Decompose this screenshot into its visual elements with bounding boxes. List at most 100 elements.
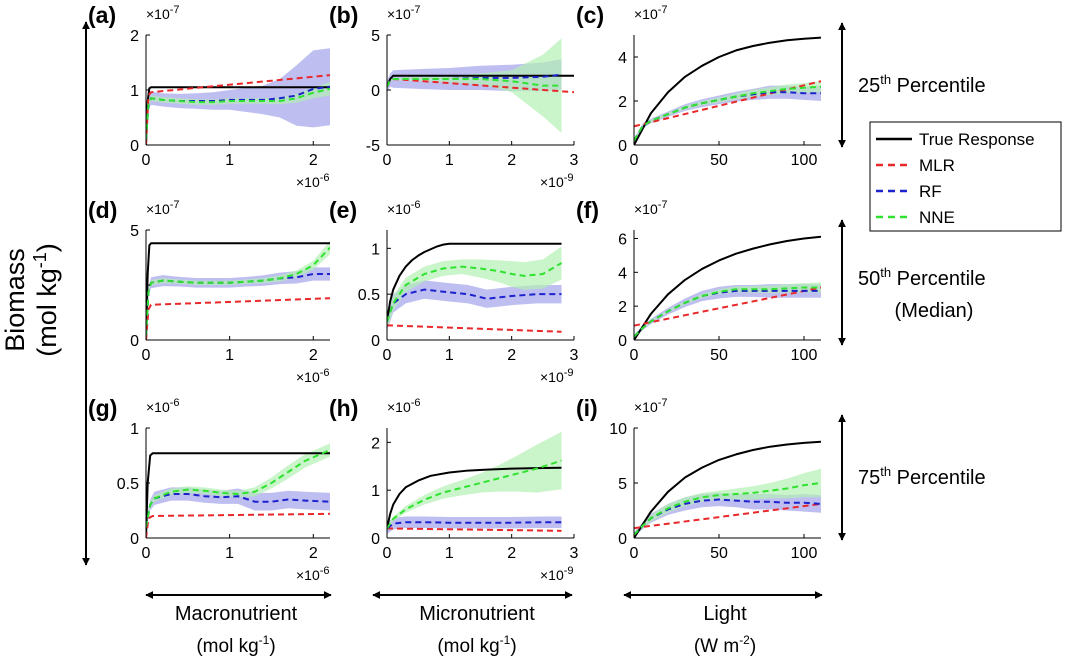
panel-label: (f) bbox=[576, 197, 599, 223]
panel-label: (h) bbox=[329, 395, 358, 421]
panel-label: (g) bbox=[88, 395, 117, 421]
panel-label: (c) bbox=[576, 2, 604, 28]
plot-area bbox=[387, 431, 562, 535]
x-tick-label: 2 bbox=[507, 152, 516, 169]
ylabel-unit: (mol kg-1) bbox=[30, 243, 62, 357]
x-tick-label: 1 bbox=[445, 152, 454, 169]
band-rf bbox=[146, 48, 330, 145]
band-rf bbox=[387, 516, 562, 535]
y-tick-label: 6 bbox=[618, 231, 627, 248]
panel-c: 0 2 4 0 50 100 ×10-7 (c) bbox=[576, 2, 821, 169]
row-labels: 25th Percentile 50th Percentile (Median)… bbox=[838, 22, 986, 541]
series-line-nne bbox=[146, 87, 330, 140]
column-labels: Macronutrient (mol kg-1) Micronutrient (… bbox=[145, 591, 823, 657]
x-tick-label: 0 bbox=[142, 152, 151, 169]
y-tick-label: 4 bbox=[618, 50, 627, 67]
row-label-50: 50th Percentile bbox=[858, 265, 986, 290]
legend-label-mlr: MLR bbox=[919, 156, 955, 175]
x-tick-label: 0 bbox=[630, 347, 639, 364]
col-unit-1: (mol kg-1) bbox=[196, 633, 275, 657]
x-tick-label: 1 bbox=[225, 545, 234, 562]
y-exponent: ×10-7 bbox=[634, 4, 668, 22]
panel-g: 0 0.5 1 0 1 2 ×10-6 ×10-6 (g) bbox=[88, 395, 330, 583]
x-tick-label: 2 bbox=[507, 347, 516, 364]
x-tick-label: 3 bbox=[570, 347, 579, 364]
x-exponent: ×10-6 bbox=[296, 367, 330, 385]
x-tick-label: 2 bbox=[309, 545, 318, 562]
y-exponent: ×10-7 bbox=[634, 397, 668, 415]
series-line-mlr bbox=[146, 74, 330, 145]
global-y-label: Biomass (mol kg-1) bbox=[0, 21, 90, 566]
y-tick-label: 2 bbox=[371, 435, 380, 452]
x-exponent: ×10-9 bbox=[540, 172, 574, 190]
series-line-true-response bbox=[634, 440, 821, 538]
panel-h: 0 1 2 0 1 2 3 ×10-6 ×10-9 (h) bbox=[329, 395, 579, 583]
y-tick-label: 0 bbox=[371, 531, 380, 548]
x-exponent: ×10-9 bbox=[540, 565, 574, 583]
y-tick-label: 0.5 bbox=[358, 287, 380, 304]
y-tick-label: 0 bbox=[130, 333, 139, 350]
series-line-mlr bbox=[387, 527, 562, 532]
col-unit-2: (mol kg-1) bbox=[437, 633, 516, 657]
plot-area bbox=[146, 443, 330, 538]
series-line-nne bbox=[634, 286, 821, 338]
row-label-75: 75th Percentile bbox=[858, 464, 986, 489]
x-tick-label: 2 bbox=[507, 545, 516, 562]
series-line-mlr bbox=[146, 512, 330, 538]
x-tick-label: 50 bbox=[710, 152, 728, 169]
y-tick-label: 0 bbox=[618, 333, 627, 350]
x-tick-label: 0 bbox=[383, 347, 392, 364]
y-tick-label: 1 bbox=[130, 83, 139, 100]
x-exponent: ×10-9 bbox=[540, 367, 574, 385]
x-tick-label: 50 bbox=[710, 545, 728, 562]
y-tick-label: 0 bbox=[130, 531, 139, 548]
y-tick-label: 2 bbox=[618, 94, 627, 111]
band-nne bbox=[387, 431, 562, 531]
x-tick-label: 3 bbox=[570, 152, 579, 169]
plot-area bbox=[634, 36, 821, 145]
series-line-true-response bbox=[387, 242, 562, 322]
x-tick-label: 0 bbox=[142, 545, 151, 562]
panel-label: (i) bbox=[576, 395, 598, 421]
series-line-mlr bbox=[634, 286, 821, 327]
y-tick-label: 0 bbox=[618, 138, 627, 155]
x-tick-label: 1 bbox=[225, 347, 234, 364]
band-nne bbox=[146, 241, 330, 338]
x-tick-label: 0 bbox=[630, 152, 639, 169]
plot-area bbox=[387, 38, 574, 133]
col-unit-3: (W m-2) bbox=[694, 633, 756, 657]
y-tick-label: 0 bbox=[618, 531, 627, 548]
x-exponent: ×10-6 bbox=[296, 172, 330, 190]
band-nne bbox=[387, 38, 562, 133]
series-line-true-response bbox=[146, 242, 330, 340]
band-rf bbox=[634, 85, 821, 143]
series-line-mlr bbox=[146, 297, 330, 340]
series-line-mlr bbox=[634, 502, 821, 530]
panel-d: 0 5 0 1 2 ×10-7 ×10-6 (d) bbox=[88, 197, 330, 385]
x-tick-label: 0 bbox=[630, 545, 639, 562]
col-label-3: Light bbox=[703, 603, 747, 625]
y-tick-label: 0 bbox=[371, 333, 380, 350]
plot-area bbox=[387, 242, 563, 333]
band-nne bbox=[634, 81, 821, 142]
y-tick-label: 2 bbox=[618, 299, 627, 316]
x-tick-label: 3 bbox=[570, 545, 579, 562]
panel-e: 0 0.5 1 0 1 2 3 ×10-6 ×10-9 (e) bbox=[329, 197, 579, 385]
y-tick-label: 2 bbox=[130, 28, 139, 45]
series-line-rf bbox=[387, 288, 562, 322]
y-exponent: ×10-6 bbox=[387, 397, 421, 415]
plot-area bbox=[634, 235, 821, 340]
x-tick-label: 1 bbox=[445, 545, 454, 562]
plot-area bbox=[146, 241, 330, 340]
row-label-25: 25th Percentile bbox=[858, 72, 986, 97]
band-rf bbox=[146, 267, 330, 340]
x-tick-label: 0 bbox=[383, 152, 392, 169]
x-exponent: ×10-6 bbox=[296, 565, 330, 583]
y-exponent: ×10-7 bbox=[387, 4, 421, 22]
x-tick-label: 1 bbox=[445, 347, 454, 364]
y-tick-label: 1 bbox=[371, 241, 380, 258]
legend: True Response MLR RF NNE bbox=[869, 121, 1062, 232]
